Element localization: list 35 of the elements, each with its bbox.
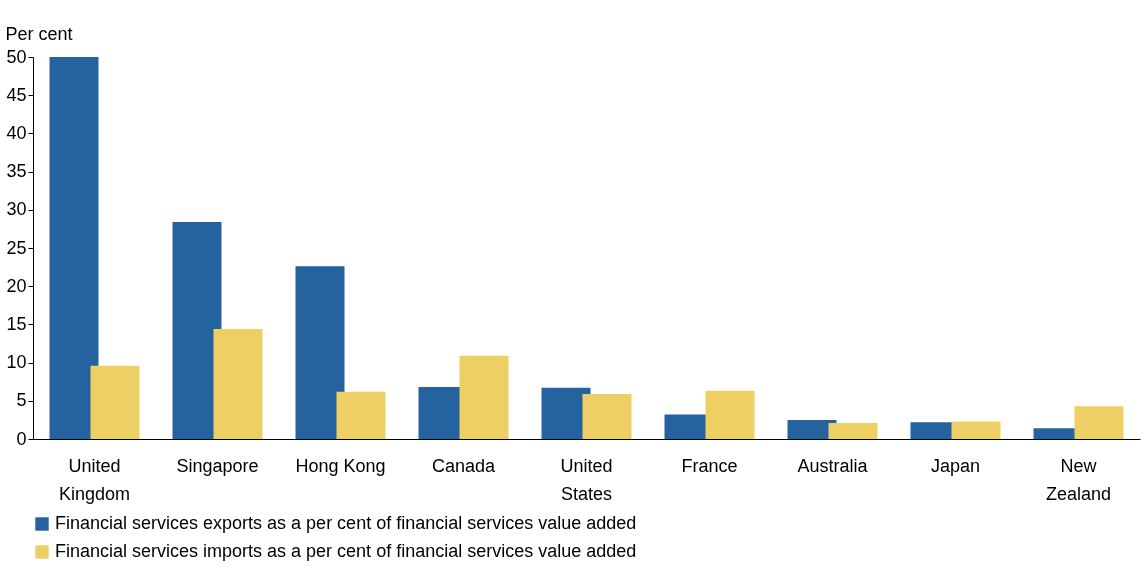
bar — [582, 393, 632, 439]
x-tick-label: France — [681, 455, 738, 476]
x-tick-label: Japan — [930, 455, 981, 476]
y-tick-label: 35 — [6, 161, 27, 182]
x-tick-label: United Kingdom — [58, 455, 131, 504]
x-tick-label: Australia — [797, 455, 869, 476]
x-tick-label: Singapore — [176, 455, 259, 476]
y-tick-label: 20 — [6, 275, 27, 296]
bar — [172, 222, 222, 439]
bar — [49, 57, 99, 439]
legend-label: Financial services exports as a per cent of financial services value added — [55, 513, 637, 533]
x-tick-label: Hong Kong — [295, 455, 386, 476]
legend-label: Financial services imports as a per cent of financial services value added — [55, 541, 637, 561]
y-axis-title: Per cent — [5, 23, 73, 44]
y-tick-label: 40 — [6, 122, 27, 143]
bar — [705, 390, 755, 439]
bar — [295, 266, 345, 439]
bar — [951, 421, 1001, 439]
y-tick-label: 50 — [6, 46, 27, 67]
y-tick-label: 15 — [6, 313, 27, 334]
y-tick-label: 45 — [6, 84, 27, 105]
bar — [336, 391, 386, 439]
bar — [90, 365, 140, 439]
bar — [213, 328, 263, 439]
x-tick-label: Canada — [431, 455, 497, 476]
bar — [828, 422, 878, 439]
y-tick-label: 25 — [6, 237, 27, 258]
bar — [459, 355, 509, 439]
y-tick-label: 0 — [16, 428, 27, 449]
y-tick-label: 30 — [6, 199, 27, 220]
y-tick-label: 10 — [6, 352, 27, 373]
x-tick-label: New Zealand — [1045, 455, 1112, 504]
x-tick-label: United States — [560, 455, 613, 504]
y-tick-label: 5 — [16, 390, 27, 411]
bar — [1074, 406, 1124, 439]
